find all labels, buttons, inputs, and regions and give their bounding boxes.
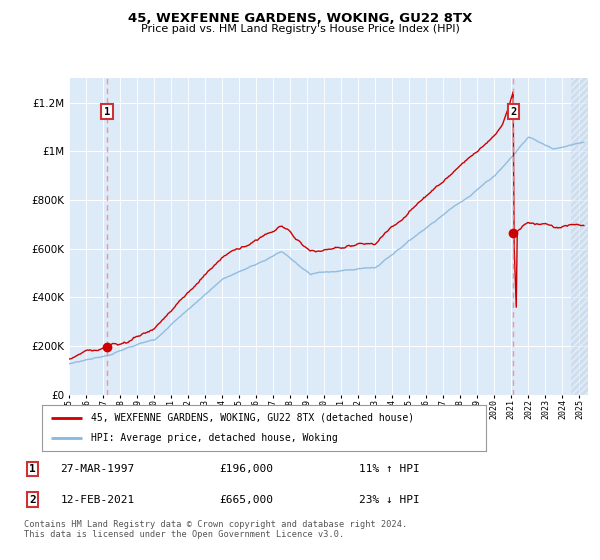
Text: HPI: Average price, detached house, Woking: HPI: Average price, detached house, Woki… xyxy=(91,433,338,443)
Text: £196,000: £196,000 xyxy=(220,464,273,474)
Text: Contains HM Land Registry data © Crown copyright and database right 2024.
This d: Contains HM Land Registry data © Crown c… xyxy=(24,520,407,539)
Text: £665,000: £665,000 xyxy=(220,495,273,505)
Text: 12-FEB-2021: 12-FEB-2021 xyxy=(60,495,134,505)
Text: 2: 2 xyxy=(511,106,517,116)
Text: 45, WEXFENNE GARDENS, WOKING, GU22 8TX (detached house): 45, WEXFENNE GARDENS, WOKING, GU22 8TX (… xyxy=(91,413,414,423)
Text: 23% ↓ HPI: 23% ↓ HPI xyxy=(359,495,419,505)
Text: 45, WEXFENNE GARDENS, WOKING, GU22 8TX: 45, WEXFENNE GARDENS, WOKING, GU22 8TX xyxy=(128,12,472,25)
Text: 2: 2 xyxy=(29,495,36,505)
Bar xyxy=(571,78,588,395)
Text: Price paid vs. HM Land Registry's House Price Index (HPI): Price paid vs. HM Land Registry's House … xyxy=(140,24,460,34)
Text: 1: 1 xyxy=(104,106,110,116)
Text: 11% ↑ HPI: 11% ↑ HPI xyxy=(359,464,419,474)
Text: 1: 1 xyxy=(29,464,36,474)
Text: 27-MAR-1997: 27-MAR-1997 xyxy=(60,464,134,474)
